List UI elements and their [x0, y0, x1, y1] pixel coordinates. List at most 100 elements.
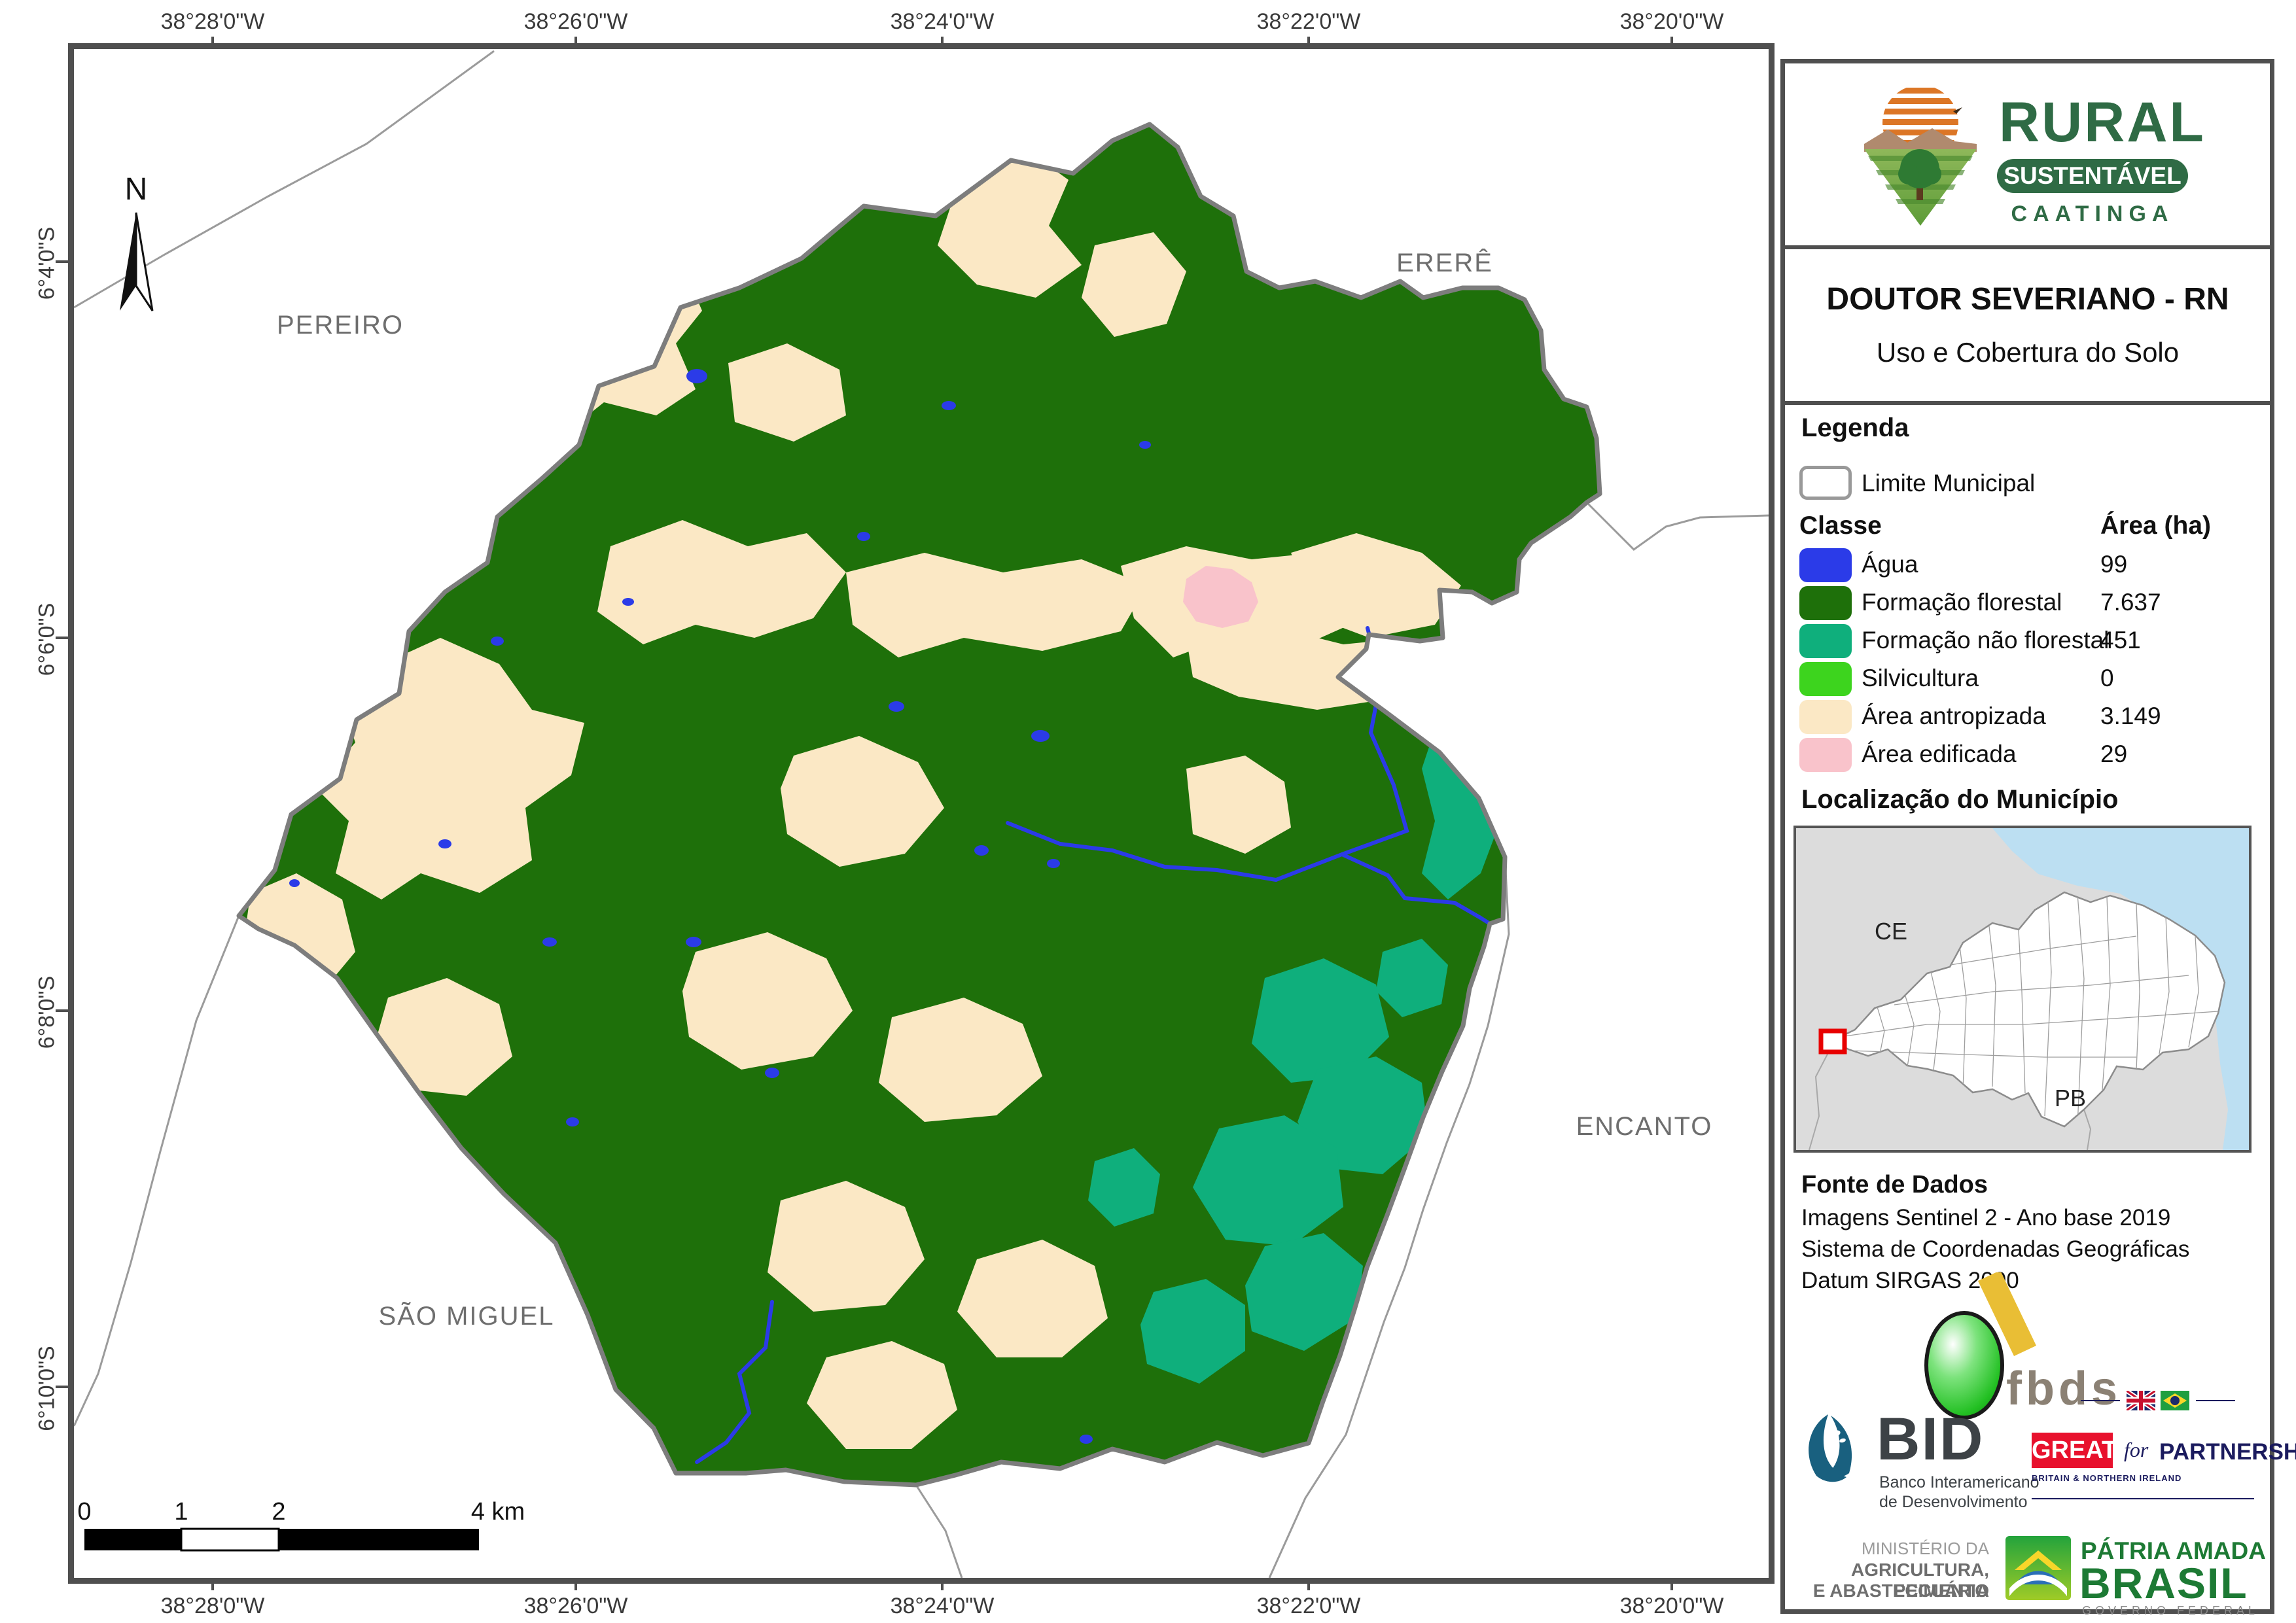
legend-limite-label: Limite Municipal [1862, 470, 2036, 497]
legend-label-nao-florestal: Formação não florestal [1862, 627, 2110, 654]
tick-top-4 [1307, 37, 1310, 49]
rn-state [1830, 891, 2226, 1128]
coord-bot-5: 38°20'0"W [1619, 1594, 1724, 1618]
source-line-1: Imagens Sentinel 2 - Ano base 2019 [1801, 1205, 2171, 1230]
coord-bot-1: 38°28'0"W [160, 1594, 265, 1618]
great-sub: BRITAIN & NORTHERN IRELAND [2032, 1473, 2182, 1483]
tick-left-3 [56, 1009, 68, 1012]
tick-bot-3 [941, 1578, 944, 1590]
ministry-line-3: E ABASTECIMENTO [1812, 1580, 1989, 1601]
fbds-band [1978, 1270, 2036, 1356]
legend-swatch-agua [1799, 548, 1852, 582]
coord-bot-4: 38°22'0"W [1256, 1594, 1361, 1618]
bid-wordmark: BID [1877, 1406, 1985, 1473]
tick-top-3 [941, 37, 944, 49]
legend-area-silvicultura: 0 [2100, 665, 2114, 691]
legend-heading: Legenda [1801, 413, 1909, 442]
brazil-flag-icon [2161, 1391, 2189, 1414]
legend-label-agua: Água [1862, 551, 1918, 578]
municipality-grid [1835, 893, 2219, 1126]
tick-top-5 [1670, 37, 1673, 49]
state-borders [1809, 1045, 2092, 1151]
source-heading: Fonte de Dados [1801, 1171, 1988, 1198]
tick-top-2 [574, 37, 577, 49]
panel-divider-1 [1785, 245, 2270, 249]
label-ce: CE [1875, 918, 1907, 945]
coord-top-5: 38°20'0"W [1619, 9, 1724, 34]
legend-limite-swatch [1799, 466, 1852, 500]
brasil-line-1: PÁTRIA AMADA [2081, 1537, 2266, 1564]
coord-bot-3: 38°24'0"W [890, 1594, 995, 1618]
uk-flag-icon [2125, 1389, 2157, 1414]
coord-left-1: 6°4'0"S [34, 226, 60, 300]
fbds-sphere [1924, 1311, 2004, 1420]
ocean [1992, 828, 2249, 1150]
municipality-marker [1818, 1028, 1847, 1055]
rural-sustentavel-logo [1855, 79, 1986, 232]
bid-sub-2: de Desenvolvimento [1879, 1493, 2028, 1511]
locator-svg: CE PB [1796, 828, 2249, 1151]
bid-icon [1809, 1414, 1852, 1482]
bird-icon [1953, 107, 1962, 114]
scale-0: 0 [77, 1498, 91, 1526]
great-rule-left [2081, 1400, 2120, 1401]
tick-left-2 [56, 637, 68, 639]
builtup-patch [1183, 566, 1258, 628]
source-line-2: Sistema de Coordenadas Geográficas [1801, 1236, 2190, 1262]
tick-bot-2 [574, 1578, 577, 1590]
map-subtitle: Uso e Cobertura do Solo [1876, 337, 2180, 368]
great-underline [2032, 1498, 2254, 1499]
legend-col-class: Classe [1799, 512, 1882, 540]
legend-label-antropizada: Área antropizada [1862, 703, 2046, 729]
great-partnership: PARTNERSHIP [2159, 1439, 2296, 1465]
tick-bot-1 [211, 1578, 214, 1590]
tick-bot-5 [1670, 1578, 1673, 1590]
tick-top-1 [211, 37, 214, 49]
map-title: DOUTOR SEVERIANO - RN [1826, 282, 2229, 317]
legend-col-area: Área (ha) [2100, 512, 2212, 540]
coord-top-1: 38°28'0"W [160, 9, 265, 34]
label-encanto: ENCANTO [1576, 1112, 1713, 1141]
brasil-line-3: GOVERNO FEDERAL [2082, 1604, 2259, 1617]
great-rule-right [2196, 1400, 2235, 1401]
legend-label-edificada: Área edificada [1862, 741, 2017, 767]
water-bodies [289, 155, 1151, 1444]
legend-area-agua: 99 [2100, 551, 2128, 578]
legend-area-florestal: 7.637 [2100, 589, 2161, 616]
bid-logo [1801, 1412, 1866, 1488]
legend-swatch-edificada [1799, 738, 1852, 772]
scale-4km: 4 km [471, 1498, 525, 1526]
coord-left-3: 6°8'0"S [34, 975, 60, 1049]
label-pb: PB [2055, 1085, 2086, 1111]
legend-label-silvicultura: Silvicultura [1862, 665, 1979, 691]
great-box: GREAT [2032, 1433, 2117, 1468]
coord-top-4: 38°22'0"W [1256, 9, 1361, 34]
tick-bot-4 [1307, 1578, 1310, 1590]
label-erere: ERERÊ [1396, 248, 1493, 277]
locator-map: CE PB [1793, 826, 2252, 1153]
great-for: for [2124, 1438, 2149, 1461]
north-letter: N [125, 172, 148, 207]
legend-area-antropizada: 3.149 [2100, 703, 2161, 729]
fbds-logo [1917, 1270, 2081, 1426]
coord-left-4: 6°10'0"S [34, 1346, 60, 1431]
legend-swatch-silvicultura [1799, 662, 1852, 696]
label-sao-miguel: SÃO MIGUEL [379, 1301, 555, 1331]
coord-top-2: 38°26'0"W [523, 9, 628, 34]
legend-swatch-antropizada [1799, 700, 1852, 734]
scale-1: 1 [174, 1498, 188, 1526]
rural-logo-icon [1864, 85, 1977, 226]
fbds-wordmark: fbds [2006, 1363, 2121, 1415]
brand-name: RURAL [1999, 91, 2206, 154]
scale-2: 2 [272, 1498, 285, 1526]
brasil-flag-logo [2005, 1536, 2071, 1603]
panel-divider-2 [1785, 401, 2270, 405]
legend-swatch-florestal [1799, 586, 1852, 620]
bid-sub-1: Banco Interamericano [1879, 1473, 2040, 1492]
map-canvas: PEREIRO ERERÊ ENCANTO SÃO MIGUEL N 0 1 2… [68, 43, 1775, 1584]
tick-left-1 [56, 260, 68, 263]
brand-region: CAATINGA [2011, 201, 2174, 226]
ministry-line-1: MINISTÉRIO DA [1861, 1539, 1989, 1558]
location-heading: Localização do Município [1801, 785, 2119, 814]
